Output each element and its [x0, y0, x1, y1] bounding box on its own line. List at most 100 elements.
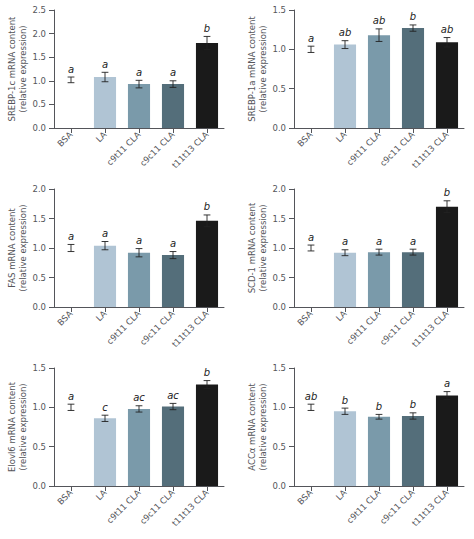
svg-text:LA: LA — [334, 487, 349, 502]
svg-text:SREBP-1a mRNA content: SREBP-1a mRNA content — [247, 16, 257, 122]
svg-text:BSA: BSA — [55, 129, 74, 148]
svg-text:0.0: 0.0 — [32, 123, 46, 133]
svg-text:c9t11 CLA: c9t11 CLA — [344, 308, 383, 347]
svg-text:ab: ab — [305, 391, 317, 402]
svg-text:1.0: 1.0 — [272, 402, 286, 412]
svg-text:b: b — [204, 201, 210, 212]
svg-text:1.5: 1.5 — [272, 5, 286, 15]
svg-text:0.5: 0.5 — [272, 442, 286, 452]
svg-text:ac: ac — [167, 390, 179, 401]
svg-text:c9c11 CLA: c9c11 CLA — [137, 129, 177, 169]
svg-text:LA: LA — [94, 308, 109, 323]
svg-text:t11t13 CLA: t11t13 CLA — [410, 487, 451, 528]
svg-text:BSA: BSA — [295, 129, 314, 148]
svg-text:b: b — [342, 395, 348, 406]
svg-text:a: a — [308, 232, 314, 243]
svg-text:a: a — [102, 59, 108, 70]
svg-text:1.5: 1.5 — [32, 52, 46, 62]
svg-text:LA: LA — [334, 129, 349, 144]
svg-text:b: b — [204, 367, 210, 378]
svg-text:LA: LA — [334, 308, 349, 323]
svg-text:LA: LA — [94, 129, 109, 144]
svg-text:a: a — [376, 236, 382, 247]
svg-text:SREBP-1c mRNA content: SREBP-1c mRNA content — [7, 16, 17, 122]
svg-text:c9c11 CLA: c9c11 CLA — [377, 308, 417, 348]
svg-text:0.5: 0.5 — [32, 273, 46, 283]
svg-text:c9t11 CLA: c9t11 CLA — [104, 129, 143, 168]
svg-text:c9t11 CLA: c9t11 CLA — [104, 308, 143, 347]
svg-text:b: b — [204, 23, 210, 34]
svg-text:c9c11 CLA: c9c11 CLA — [137, 308, 177, 348]
svg-text:ab: ab — [373, 15, 385, 26]
svg-text:BSA: BSA — [295, 487, 314, 506]
svg-text:0.0: 0.0 — [32, 302, 46, 312]
svg-text:c9c11 CLA: c9c11 CLA — [377, 129, 417, 169]
svg-text:a: a — [68, 64, 74, 75]
svg-text:1.5: 1.5 — [272, 214, 286, 224]
svg-text:0.5: 0.5 — [32, 99, 46, 109]
svg-text:(relative expression): (relative expression) — [258, 383, 268, 470]
svg-text:a: a — [444, 378, 450, 389]
svg-text:ab: ab — [339, 27, 351, 38]
svg-text:2.0: 2.0 — [32, 184, 46, 194]
svg-text:BSA: BSA — [55, 487, 74, 506]
svg-text:1.0: 1.0 — [272, 243, 286, 253]
svg-text:1.0: 1.0 — [272, 44, 286, 54]
svg-text:ACCα mRNA content: ACCα mRNA content — [247, 383, 257, 471]
svg-text:ac: ac — [133, 392, 145, 403]
svg-text:c9c11 CLA: c9c11 CLA — [377, 487, 417, 527]
svg-text:1.5: 1.5 — [32, 214, 46, 224]
svg-text:1.0: 1.0 — [32, 402, 46, 412]
svg-text:a: a — [102, 228, 108, 239]
svg-text:Elovl6 mRNA content: Elovl6 mRNA content — [7, 381, 17, 472]
svg-text:2.0: 2.0 — [32, 29, 46, 39]
svg-text:t11t13 CLA: t11t13 CLA — [170, 308, 211, 349]
svg-text:0.0: 0.0 — [272, 481, 286, 491]
svg-text:2.5: 2.5 — [32, 5, 46, 15]
svg-text:0.0: 0.0 — [272, 302, 286, 312]
svg-text:BSA: BSA — [55, 308, 74, 327]
svg-text:b: b — [444, 187, 450, 198]
svg-text:b: b — [410, 11, 416, 22]
svg-text:a: a — [170, 67, 176, 78]
svg-text:c9c11 CLA: c9c11 CLA — [137, 487, 177, 527]
svg-text:b: b — [376, 401, 382, 412]
svg-text:c9t11 CLA: c9t11 CLA — [344, 129, 383, 168]
svg-text:t11t13 CLA: t11t13 CLA — [410, 129, 451, 170]
svg-text:b: b — [410, 399, 416, 410]
svg-text:1.5: 1.5 — [32, 363, 46, 373]
svg-text:a: a — [136, 67, 142, 78]
svg-text:0.0: 0.0 — [272, 123, 286, 133]
svg-text:c9t11 CLA: c9t11 CLA — [104, 487, 143, 526]
svg-text:0.5: 0.5 — [272, 84, 286, 94]
svg-text:a: a — [410, 236, 416, 247]
svg-text:2.0: 2.0 — [272, 184, 286, 194]
svg-text:a: a — [136, 235, 142, 246]
svg-text:c: c — [102, 402, 108, 413]
svg-text:1.5: 1.5 — [272, 363, 286, 373]
svg-text:(relative expression): (relative expression) — [258, 25, 268, 112]
svg-text:c9t11 CLA: c9t11 CLA — [344, 487, 383, 526]
svg-text:a: a — [308, 33, 314, 44]
svg-text:0.5: 0.5 — [272, 273, 286, 283]
svg-text:BSA: BSA — [295, 308, 314, 327]
svg-text:LA: LA — [94, 487, 109, 502]
svg-text:ab: ab — [441, 24, 453, 35]
svg-text:t11t13 CLA: t11t13 CLA — [170, 129, 211, 170]
svg-text:1.0: 1.0 — [32, 243, 46, 253]
svg-text:(relative expression): (relative expression) — [18, 383, 28, 470]
svg-text:a: a — [68, 231, 74, 242]
svg-text:(relative expression): (relative expression) — [258, 204, 268, 291]
svg-text:1.0: 1.0 — [32, 76, 46, 86]
svg-text:a: a — [342, 236, 348, 247]
svg-text:SCD-1 mRNA content: SCD-1 mRNA content — [247, 202, 257, 293]
svg-text:a: a — [170, 238, 176, 249]
svg-text:t11t13 CLA: t11t13 CLA — [170, 487, 211, 528]
svg-text:0.0: 0.0 — [32, 481, 46, 491]
svg-text:0.5: 0.5 — [32, 442, 46, 452]
svg-text:t11t13 CLA: t11t13 CLA — [410, 308, 451, 349]
svg-text:(relative expression): (relative expression) — [18, 204, 28, 291]
svg-text:a: a — [68, 391, 74, 402]
svg-text:(relative expression): (relative expression) — [18, 25, 28, 112]
svg-text:FAS mRNA content: FAS mRNA content — [7, 208, 17, 288]
